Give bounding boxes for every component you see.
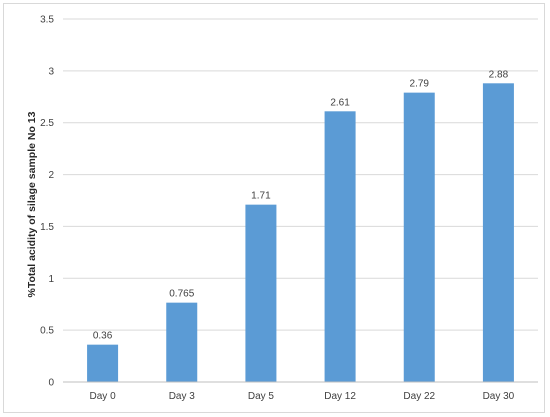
y-tick-label: 0.5 <box>40 326 54 337</box>
x-tick-label: Day 0 <box>90 391 117 402</box>
data-label: 2.79 <box>410 79 430 90</box>
gridlines <box>63 18 538 331</box>
x-tick-label: Day 12 <box>324 391 356 402</box>
bar <box>245 204 277 382</box>
y-tick-label: 2.5 <box>40 118 54 129</box>
bar <box>482 83 514 382</box>
x-tick-labels: Day 0 Day 3 Day 5 Day 12 Day 22 Day 30 <box>90 391 515 402</box>
y-tick-label: 1.5 <box>40 222 54 233</box>
bar <box>166 302 198 382</box>
bar <box>403 92 435 382</box>
y-tick-label: 1 <box>48 274 54 285</box>
data-label: 1.71 <box>251 191 271 202</box>
y-tick-labels: 0 0.5 1 1.5 2 2.5 3 3.5 <box>40 15 54 389</box>
y-tick-label: 2 <box>48 170 54 181</box>
data-label: 0.36 <box>93 331 113 342</box>
x-tick-label: Day 3 <box>169 391 196 402</box>
y-tick-label: 0 <box>48 378 54 389</box>
data-label: 2.88 <box>489 69 509 80</box>
x-tick-label: Day 22 <box>403 391 435 402</box>
bar <box>87 344 119 382</box>
bars <box>87 83 514 382</box>
x-tick-label: Day 30 <box>483 391 515 402</box>
bar <box>324 111 356 382</box>
data-labels: 0.36 0.765 1.71 2.61 2.79 2.88 <box>93 69 509 341</box>
y-tick-label: 3.5 <box>40 15 54 26</box>
y-tick-label: 3 <box>48 66 54 77</box>
data-label: 2.61 <box>330 97 350 108</box>
x-tick-label: Day 5 <box>248 391 275 402</box>
y-axis-title: %Total acidity of silage sample No 13 <box>26 111 38 297</box>
data-label: 0.765 <box>169 289 194 300</box>
